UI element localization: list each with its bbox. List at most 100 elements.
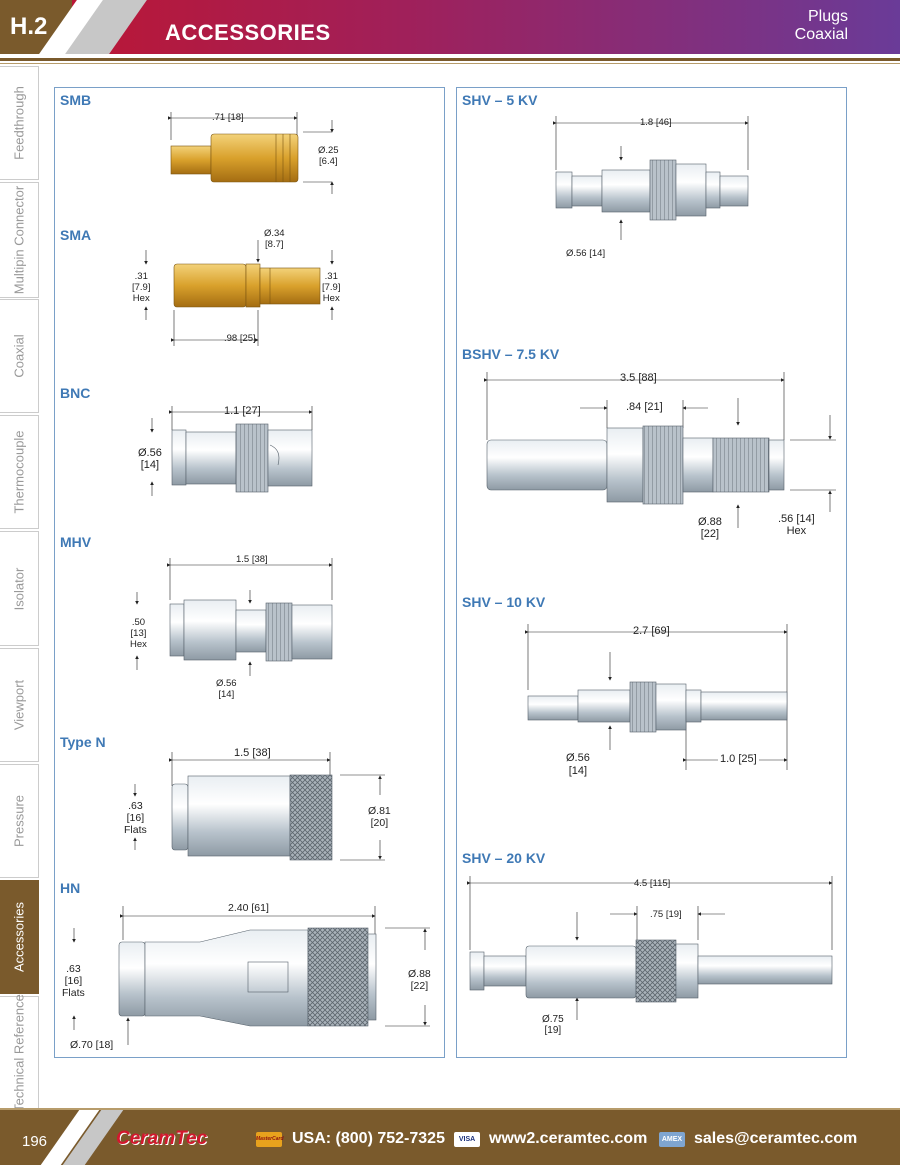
page-header: H.2 ACCESSORIES Plugs Coaxial xyxy=(0,0,900,54)
bnc-label: BNC xyxy=(60,385,91,401)
dim-line: [22] xyxy=(410,980,429,992)
header-rule-thin xyxy=(0,63,900,64)
shv-5kv-label: SHV – 5 KV xyxy=(462,92,538,108)
dim-line: [19] xyxy=(544,1025,562,1036)
mhv-diameter: Ø.56 [14] xyxy=(216,678,237,700)
subtitle-line-1: Plugs xyxy=(807,8,848,25)
type-n-label: Type N xyxy=(60,734,106,750)
dim-line: .50 xyxy=(131,617,146,628)
tab-accessories[interactable]: Accessories xyxy=(0,880,39,994)
dim-line: [14] xyxy=(568,765,588,777)
dim-line: .31 xyxy=(134,271,148,282)
type-n-flats: .63 [16] Flats xyxy=(124,800,147,836)
dimension-lines xyxy=(72,112,836,1045)
shv-10kv-diameter: Ø.56 [14] xyxy=(566,752,590,778)
tab-coaxial[interactable]: Coaxial xyxy=(0,299,39,413)
right-panel xyxy=(456,87,847,1058)
dim-line: [6.4] xyxy=(319,156,338,167)
hn-length: 2.40 [61] xyxy=(228,902,269,914)
tab-viewport[interactable]: Viewport xyxy=(0,648,39,762)
footer-rule xyxy=(0,1108,900,1111)
dim-line: Ø.88 xyxy=(408,968,431,980)
hn-inner-diameter: Ø.70 [18] xyxy=(70,1039,114,1051)
dim-line: Flats xyxy=(124,824,147,836)
sma-hex-right: .31 [7.9] Hex xyxy=(322,271,341,304)
dim-line: [22] xyxy=(700,528,720,540)
dim-line: Flats xyxy=(62,987,85,999)
shv-20kv-label: SHV – 20 KV xyxy=(462,850,546,866)
smb-label: SMB xyxy=(60,92,92,108)
mhv-length: 1.5 [38] xyxy=(236,554,268,565)
dim-line: Ø.56 xyxy=(216,678,237,689)
smb-length: .71 [18] xyxy=(212,112,244,123)
dim-line: [14] xyxy=(218,689,235,700)
bnc-length: 1.1 [27] xyxy=(224,405,261,417)
section-subtitle: Plugs Coaxial xyxy=(795,8,848,44)
website-link[interactable]: www2.ceramtec.com xyxy=(489,1130,648,1147)
mhv-label: MHV xyxy=(60,534,92,550)
sma-drawing xyxy=(173,263,321,308)
shv-20kv-diameter: Ø.75 [19] xyxy=(542,1014,564,1036)
hn-label: HN xyxy=(60,880,81,896)
phone-number: USA: (800) 752-7325 xyxy=(292,1130,445,1147)
shv-10kv-drawing xyxy=(527,681,788,733)
smb-drawing xyxy=(170,133,299,183)
shv-10kv-length: 2.7 [69] xyxy=(633,625,670,637)
mhv-hex: .50 [13] Hex xyxy=(130,617,147,650)
dim-line: [16] xyxy=(126,812,145,824)
tab-pressure[interactable]: Pressure xyxy=(0,764,39,878)
shv-5kv-diameter: Ø.56 [14] xyxy=(566,248,606,259)
dim-line: .63 xyxy=(128,800,143,812)
smb-diameter: Ø.25 [6.4] xyxy=(318,145,339,167)
dim-line: .56 [14] xyxy=(778,513,815,525)
tab-technical-reference[interactable]: Technical Reference xyxy=(0,994,39,1112)
bshv-7-5kv-drawing xyxy=(486,425,785,505)
dim-line: Hex xyxy=(130,639,147,650)
dim-line: [13] xyxy=(130,628,147,639)
dim-line: [14] xyxy=(140,459,160,471)
tab-feedthrough[interactable]: Feedthrough xyxy=(0,66,39,180)
dim-line: [20] xyxy=(370,817,389,829)
left-panel xyxy=(54,87,445,1058)
type-n-drawing xyxy=(171,774,333,861)
hn-diameter: Ø.88 [22] xyxy=(408,968,431,992)
type-n-diameter: Ø.81 [20] xyxy=(368,805,391,829)
subtitle-line-2: Coaxial xyxy=(794,26,848,43)
dim-line: Hex xyxy=(322,293,340,304)
dim-line: Hex xyxy=(132,293,150,304)
bshv-diameter: Ø.88 [22] xyxy=(698,516,722,540)
mastercard-icon: MasterCard xyxy=(256,1132,284,1147)
mhv-drawing xyxy=(169,599,333,662)
bshv-label: BSHV – 7.5 KV xyxy=(462,346,560,362)
dim-line: Hex xyxy=(786,525,807,537)
bnc-diameter: Ø.56 [14] xyxy=(138,447,162,471)
header-rule xyxy=(0,58,900,61)
dim-line: [7.9] xyxy=(132,282,151,293)
ceramtec-logo: CeramTec xyxy=(116,1128,208,1149)
dim-line: Ø.88 xyxy=(698,516,722,528)
shv-20kv-length: 4.5 [115] xyxy=(634,878,671,889)
tab-isolator[interactable]: Isolator xyxy=(0,531,39,646)
sma-diameter: Ø.34 [8.7] xyxy=(264,228,285,250)
bshv-hex: .56 [14] Hex xyxy=(778,513,815,537)
shv-10kv-label: SHV – 10 KV xyxy=(462,594,546,610)
sma-hex-left: .31 [7.9] Hex xyxy=(132,271,151,304)
visa-icon: VISA xyxy=(454,1132,480,1147)
bshv-length: 3.5 [88] xyxy=(620,372,657,384)
dim-line: Ø.34 xyxy=(264,228,285,239)
tab-thermocouple[interactable]: Thermocouple xyxy=(0,415,39,529)
tab-multipin-connector[interactable]: Multipin Connector xyxy=(0,182,39,298)
amex-icon: AMEX xyxy=(659,1132,685,1147)
bnc-drawing xyxy=(171,423,313,493)
sma-label: SMA xyxy=(60,227,92,243)
dim-line: Ø.81 xyxy=(368,805,391,817)
shv-10kv-length-2: 1.0 [25] xyxy=(718,753,759,765)
dim-line: Ø.75 xyxy=(542,1014,564,1025)
shv-5kv-length: 1.8 [46] xyxy=(640,117,672,128)
email-link[interactable]: sales@ceramtec.com xyxy=(694,1130,858,1147)
type-n-length: 1.5 [38] xyxy=(234,747,271,759)
dim-line: [8.7] xyxy=(265,239,284,250)
dim-line: .63 xyxy=(66,963,81,975)
page-number: 196 xyxy=(22,1133,48,1150)
